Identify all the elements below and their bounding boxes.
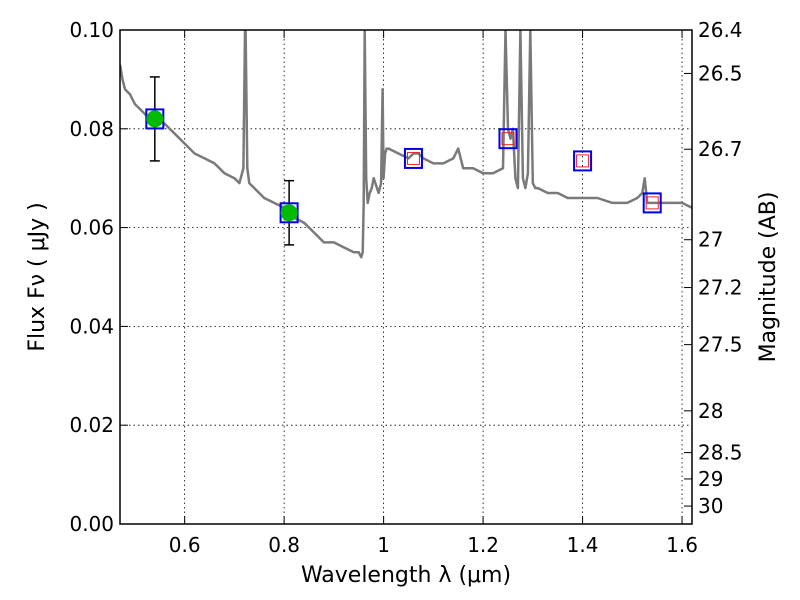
y2-tick-label: 27.5 <box>698 333 743 357</box>
y2-tick-label: 30 <box>698 494 723 518</box>
upper-limit-box <box>501 132 515 146</box>
y-tick-label: 0.04 <box>69 314 114 338</box>
x-axis-label: Wavelength λ (μm) <box>301 563 511 588</box>
observed-flux-point <box>280 204 298 222</box>
y-tick-label: 0.00 <box>69 512 114 536</box>
upper-limit-box <box>576 154 590 168</box>
ticks-layer: 0.6 0.8 1 1.2 1.4 1.6 0.00 0.02 0.04 0.06 0.08 0.10… <box>69 18 742 557</box>
model-flux-box <box>642 192 662 214</box>
y-tick-label: 0.02 <box>69 413 114 437</box>
model-flux-box <box>573 150 593 172</box>
y-tick-label: 0.10 <box>69 18 114 42</box>
y-tick-label: 0.06 <box>69 216 114 240</box>
y2-tick-label: 27.2 <box>698 276 743 300</box>
upper-limit-box <box>645 196 659 210</box>
model-flux-box <box>403 147 423 169</box>
observed-flux-point <box>146 110 164 128</box>
x-tick-label: 1 <box>377 533 390 557</box>
x-tick-label: 1.4 <box>567 533 599 557</box>
y2-axis-label: Magnitude (AB) <box>756 192 781 363</box>
x-tick-label: 0.6 <box>169 533 201 557</box>
y-axis-label: Flux Fν ( μJy ) <box>25 202 50 351</box>
y2-tick-label: 29 <box>698 467 723 491</box>
spectrum-line <box>120 30 692 259</box>
y2-tick-label: 27 <box>698 228 723 252</box>
model-flux-box <box>498 128 518 150</box>
x-tick-label: 0.8 <box>268 533 300 557</box>
x-tick-label: 1.6 <box>666 533 698 557</box>
y2-tick-label: 26.4 <box>698 18 743 42</box>
plot-background <box>120 30 692 524</box>
upper-limit-box <box>406 151 420 165</box>
spectrum-layer <box>120 30 692 259</box>
y2-tick-label: 26.5 <box>698 61 743 85</box>
markers-layer <box>145 76 662 246</box>
x-tick-label: 1.2 <box>467 533 499 557</box>
y-tick-label: 0.08 <box>69 117 114 141</box>
y2-tick-label: 28.5 <box>698 441 743 465</box>
y2-tick-label: 26.7 <box>698 137 743 161</box>
y2-tick-label: 28 <box>698 399 723 423</box>
plot-frame <box>119 29 693 525</box>
